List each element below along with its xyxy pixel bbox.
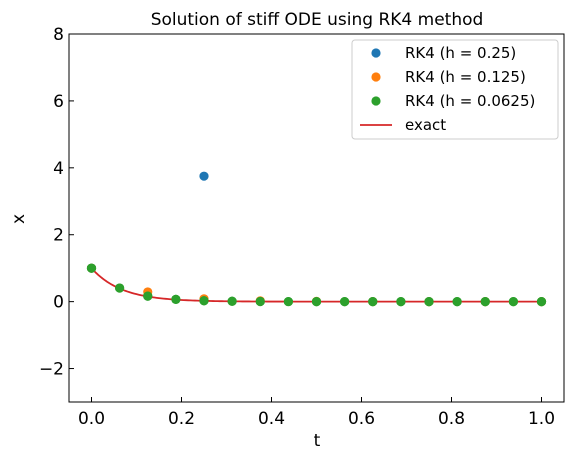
plot-frame — [68, 33, 565, 403]
data-point — [283, 296, 293, 307]
data-point — [424, 297, 434, 307]
legend: RK4 (h = 0.25) RK4 (h = 0.125) RK4 (h = 0.… — [351, 39, 559, 140]
x-tick-label: 0.0 — [78, 409, 105, 429]
y-tick-label: 2 — [53, 226, 64, 246]
data-point — [311, 297, 322, 307]
data-point — [255, 296, 265, 307]
data-point — [86, 263, 97, 273]
x-tick-label: 0.4 — [258, 409, 285, 429]
y-tick-label: 4 — [53, 159, 64, 179]
data-point — [368, 297, 378, 307]
axes: 0.0 0.2 0.4 0.6 0.8 1.0 −2 0 2 4 6 8 — [39, 25, 555, 429]
y-axis-label: x — [9, 214, 29, 224]
data-point — [115, 283, 125, 293]
plot-area — [86, 171, 547, 307]
x-tick-label: 1.0 — [528, 409, 555, 429]
x-tick-label: 0.6 — [348, 409, 375, 429]
y-tick-label: −2 — [39, 360, 64, 380]
y-tick-label: 8 — [53, 25, 64, 45]
legend-marker-swatch — [371, 96, 381, 106]
data-point — [508, 297, 518, 307]
legend-label: exact — [405, 116, 446, 134]
data-point — [536, 297, 547, 307]
series-finest-markers-top — [86, 263, 547, 307]
y-tick-label: 0 — [53, 293, 64, 313]
data-point — [340, 297, 350, 307]
x-tick-label: 0.2 — [168, 409, 195, 429]
data-point — [480, 297, 490, 307]
legend-label: RK4 (h = 0.125) — [405, 68, 526, 86]
legend-label: RK4 (h = 0.0625) — [405, 92, 535, 110]
data-point — [143, 291, 153, 301]
legend-marker-swatch — [371, 48, 381, 58]
data-point — [452, 297, 462, 307]
chart-title: Solution of stiff ODE using RK4 method — [151, 10, 484, 30]
legend-label: RK4 (h = 0.25) — [405, 44, 516, 62]
x-tick-label: 0.8 — [438, 409, 465, 429]
legend-box — [351, 39, 559, 140]
data-point — [199, 171, 209, 181]
data-point — [199, 296, 209, 306]
data-point — [396, 297, 406, 307]
data-point — [227, 296, 237, 306]
x-axis-label: t — [314, 431, 321, 451]
legend-marker-swatch — [371, 72, 381, 82]
y-tick-label: 6 — [53, 92, 64, 112]
data-point — [171, 294, 181, 304]
